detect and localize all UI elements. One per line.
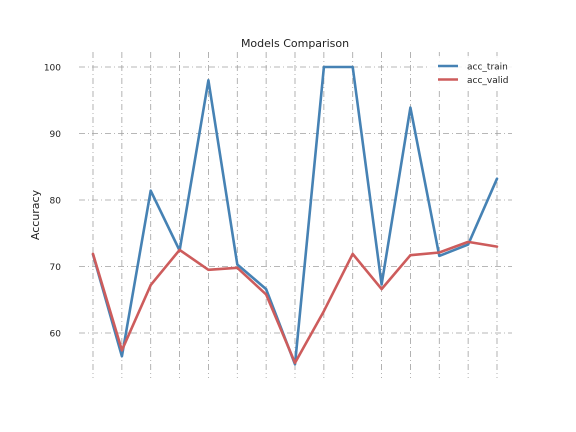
y-tick-label: 100 (44, 64, 61, 74)
legend-label: acc_valid (467, 76, 508, 86)
y-tick-labels: 60 70 80 90 100 (44, 64, 61, 340)
chart-title: Models Comparison (241, 37, 349, 50)
grid (79, 52, 512, 378)
y-tick-label: 80 (50, 197, 62, 207)
series-line-acc_valid (91, 240, 499, 365)
legend-box (430, 56, 515, 90)
legend: acc_train acc_valid (430, 56, 515, 90)
y-axis-label: Accuracy (29, 189, 42, 240)
y-tick-label: 90 (50, 130, 62, 140)
y-tick-label: 70 (50, 263, 62, 273)
series-lines (91, 65, 499, 366)
series-line-acc_train (91, 65, 499, 366)
y-tick-label: 60 (50, 330, 62, 340)
legend-label: acc_train (467, 63, 508, 73)
